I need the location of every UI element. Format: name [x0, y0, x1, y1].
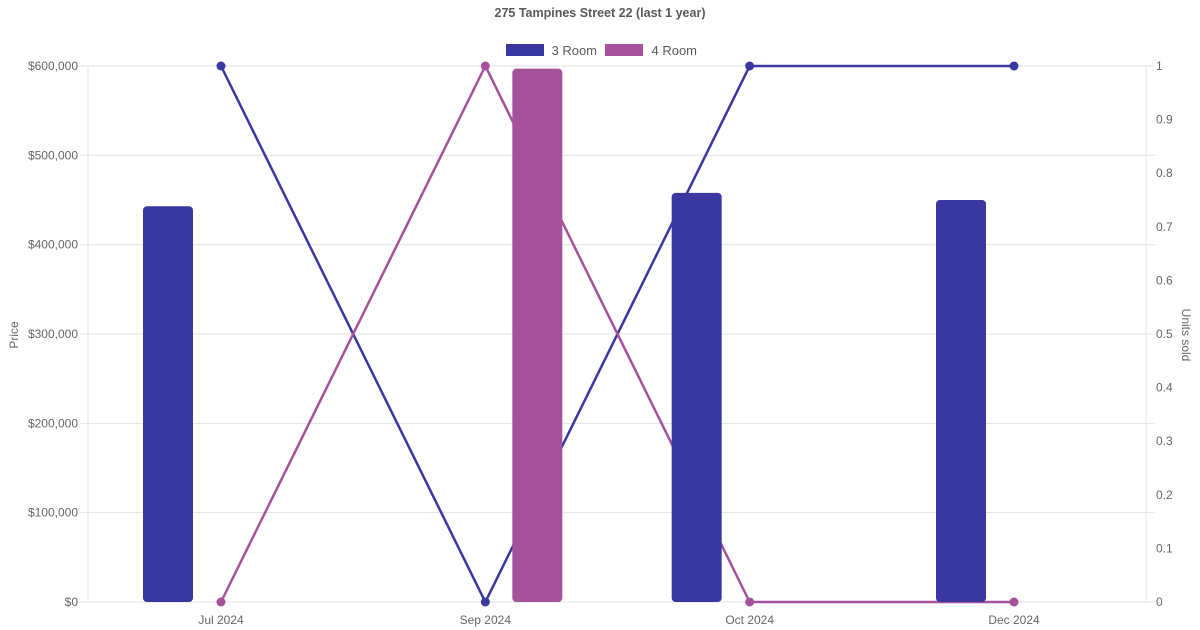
svg-text:$500,000: $500,000 — [28, 148, 78, 162]
svg-text:$300,000: $300,000 — [28, 327, 78, 341]
svg-text:0.4: 0.4 — [1156, 381, 1173, 395]
svg-text:$400,000: $400,000 — [28, 238, 78, 252]
svg-text:$100,000: $100,000 — [28, 506, 78, 520]
svg-text:Sep 2024: Sep 2024 — [460, 613, 512, 627]
svg-text:Oct 2024: Oct 2024 — [725, 613, 774, 627]
svg-text:Dec 2024: Dec 2024 — [988, 613, 1040, 627]
svg-text:0.8: 0.8 — [1156, 166, 1173, 180]
svg-text:0.3: 0.3 — [1156, 434, 1173, 448]
svg-text:Jul 2024: Jul 2024 — [198, 613, 244, 627]
svg-text:$600,000: $600,000 — [28, 59, 78, 73]
svg-text:0.1: 0.1 — [1156, 541, 1173, 555]
svg-text:0.2: 0.2 — [1156, 488, 1173, 502]
svg-text:0.9: 0.9 — [1156, 113, 1173, 127]
svg-text:$0: $0 — [65, 595, 79, 609]
svg-text:0.5: 0.5 — [1156, 327, 1173, 341]
svg-text:0.6: 0.6 — [1156, 273, 1173, 287]
svg-text:1: 1 — [1156, 59, 1163, 73]
svg-text:0: 0 — [1156, 595, 1163, 609]
svg-text:$200,000: $200,000 — [28, 416, 78, 430]
svg-text:0.7: 0.7 — [1156, 220, 1173, 234]
